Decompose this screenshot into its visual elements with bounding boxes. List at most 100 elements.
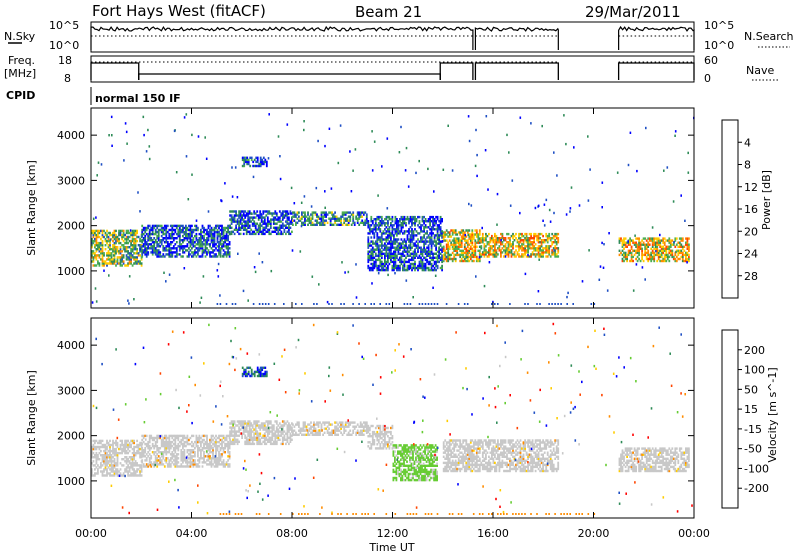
range-gate-cell [501, 237, 504, 240]
range-gate-cell [121, 443, 123, 447]
range-gate-cell [403, 264, 406, 268]
scatter-echo [95, 216, 97, 219]
range-gate-cell [250, 158, 253, 162]
range-gate-cell [651, 239, 654, 242]
range-gate-cell [686, 245, 689, 248]
range-gate-cell [436, 264, 439, 268]
range-gate-cell [411, 215, 413, 219]
range-gate-cell [396, 268, 398, 272]
range-gate-cell [172, 251, 175, 254]
range-gate-cell [175, 465, 178, 468]
range-gate-cell [542, 253, 544, 256]
scatter-echo [627, 240, 629, 243]
range-gate-cell [356, 213, 359, 216]
range-gate-cell [239, 210, 242, 213]
range-gate-cell [436, 224, 439, 227]
range-gate-cell [178, 241, 181, 244]
range-gate-cell [632, 239, 634, 242]
range-gate-cell [442, 259, 445, 263]
range-gate-cell [534, 249, 537, 252]
scatter-echo [286, 123, 289, 126]
range-gate-cell [175, 232, 178, 236]
range-gate-cell [110, 449, 113, 453]
range-gate-cell [255, 156, 258, 159]
range-gate-cell [178, 444, 181, 448]
range-gate-cell [180, 255, 183, 258]
range-gate-cell [97, 470, 99, 473]
range-gate-cell [112, 447, 114, 451]
scatter-echo [655, 250, 657, 253]
range-gate-cell [411, 230, 413, 233]
range-gate-cell [151, 463, 154, 466]
range-gate-cell [320, 211, 323, 214]
range-gate-cell [438, 242, 440, 245]
range-gate-cell [198, 249, 201, 252]
range-gate-cell [185, 444, 187, 448]
range-gate-cell [118, 237, 120, 241]
colorbar-tick-label: 12 [744, 181, 758, 194]
range-gate-cell [530, 247, 532, 250]
range-gate-cell [192, 459, 195, 462]
range-gate-cell [160, 451, 163, 454]
range-gate-cell [177, 457, 180, 460]
range-gate-cell [259, 442, 262, 446]
range-gate-cell [156, 453, 159, 456]
range-gate-cell [439, 266, 442, 270]
range-gate-cell [432, 224, 434, 227]
scatter-echo [197, 135, 200, 138]
range-gate-cell [210, 228, 213, 232]
range-gate-cell [98, 458, 101, 461]
range-gate-cell [495, 253, 498, 256]
range-gate-cell [248, 442, 251, 446]
range-gate-cell [376, 258, 379, 262]
range-gate-cell [229, 426, 231, 429]
range-gate-cell [358, 215, 361, 218]
range-gate-cell [681, 251, 684, 255]
range-gate-cell [494, 253, 496, 256]
range-gate-cell [647, 237, 650, 240]
range-gate-cell [406, 266, 409, 270]
range-gate-cell [247, 420, 250, 423]
range-gate-cell [641, 251, 643, 255]
range-gate-cell [124, 441, 126, 445]
range-gate-cell [423, 248, 425, 251]
range-gate-cell [162, 239, 165, 242]
range-gate-cell [289, 226, 292, 229]
range-gate-cell [659, 249, 662, 252]
range-gate-cell [380, 232, 383, 235]
range-gate-cell [192, 243, 195, 246]
range-gate-cell [268, 210, 271, 213]
range-gate-cell [250, 228, 253, 231]
range-gate-cell [373, 262, 376, 266]
range-gate-cell [262, 422, 265, 425]
scatter-echo [324, 206, 326, 209]
range-gate-cell [405, 246, 407, 249]
range-gate-cell [182, 228, 184, 232]
range-gate-cell [248, 428, 251, 431]
range-gate-cell [151, 249, 154, 252]
range-gate-cell [478, 233, 481, 236]
range-gate-cell [133, 239, 135, 243]
range-gate-cell [209, 444, 211, 448]
range-gate-cell [548, 251, 551, 254]
range-gate-cell [653, 255, 656, 259]
range-gate-cell [472, 245, 475, 248]
range-gate-cell [414, 264, 416, 268]
range-gate-cell [463, 251, 466, 255]
range-gate-cell [371, 262, 374, 266]
range-gate-cell [426, 254, 428, 257]
range-gate-cell [456, 233, 459, 236]
range-gate-cell [494, 241, 496, 244]
range-gate-cell [266, 428, 269, 431]
range-gate-cell [169, 434, 172, 438]
range-gate-cell [542, 255, 544, 258]
range-gate-cell [91, 231, 93, 235]
colorbar-tick-label: 4 [744, 136, 751, 149]
range-gate-cell [186, 237, 189, 240]
range-gate-cell [95, 244, 98, 247]
range-gate-cell [175, 249, 178, 252]
range-gate-cell [536, 249, 538, 252]
range-gate-cell [216, 465, 219, 468]
range-gate-cell [266, 422, 269, 425]
range-gate-cell [216, 237, 219, 240]
